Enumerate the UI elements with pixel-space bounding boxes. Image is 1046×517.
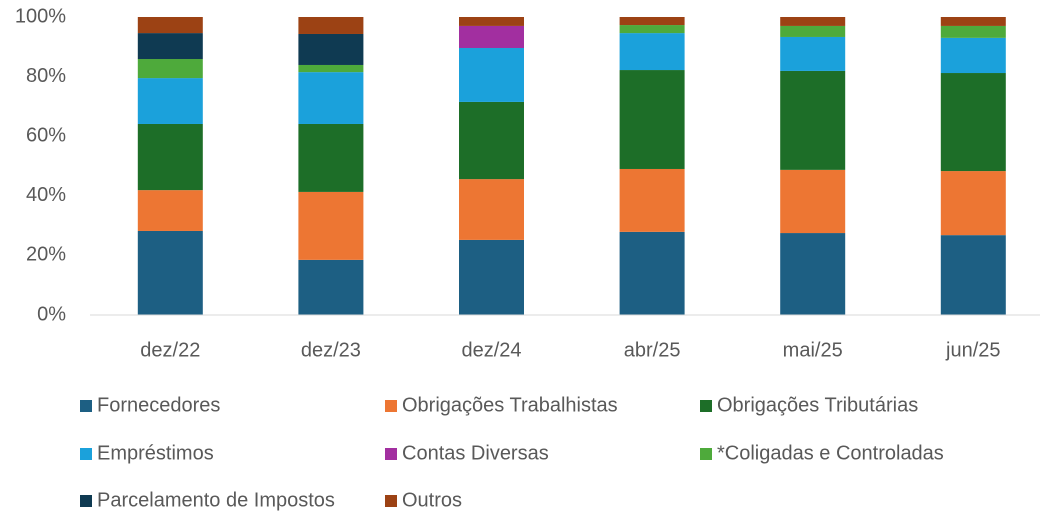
bar-segment [298,64,364,73]
bar-segment [780,169,846,234]
x-tick-label: dez/23 [301,339,361,361]
bar-segment [298,123,364,192]
x-tick-label: jun/25 [945,339,1001,361]
x-tick-label: mai/25 [783,339,843,361]
bar-segment [940,235,1006,315]
bar-segment [298,259,364,315]
bar-segment [940,73,1006,172]
bar-segment [940,37,1006,74]
bar-segment [780,25,846,37]
bar-segment [780,17,846,26]
bar-segment [137,59,203,79]
y-tick-label: 60% [26,124,66,146]
legend-label: Parcelamento de Impostos [97,489,335,511]
bar-segment [619,25,685,34]
legend-swatch [385,400,397,412]
bar-segment [780,70,846,170]
legend-label: Empréstimos [97,442,214,464]
y-tick-label: 80% [26,65,66,87]
bar-segment [780,36,846,71]
legend-label: Obrigações Trabalhistas [402,394,618,416]
bar-segment [137,230,203,315]
bar-segment [298,72,364,124]
bar-segment [619,17,685,26]
legend-swatch [700,400,712,412]
legend-label: Obrigações Tributárias [717,394,918,416]
bar-segment [619,231,685,315]
x-tick-label: dez/24 [461,339,521,361]
bar-segment [780,233,846,315]
legend-swatch [385,495,397,507]
bar-segment [459,101,524,180]
legend-swatch [80,448,92,460]
bar-segment [459,239,524,315]
bar-segment [459,25,524,48]
legend-swatch [385,448,397,460]
bar-segment [137,78,203,124]
bar-segment [940,171,1006,236]
bar-segment [298,33,364,65]
x-tick-label: abr/25 [624,339,681,361]
bar-segment [619,70,685,169]
bar-segment [137,190,203,231]
legend-label: Contas Diversas [402,442,549,464]
y-tick-label: 100% [15,5,66,27]
bar-segment [619,33,685,71]
y-tick-label: 40% [26,184,66,206]
bar-segment [459,179,524,240]
bar-segment [298,17,364,34]
bar-segment [459,47,524,102]
x-tick-label: dez/22 [140,339,200,361]
bar-segment [459,17,524,26]
legend-swatch [700,448,712,460]
bar-segment [137,123,203,191]
legend-label: *Coligadas e Controladas [717,442,944,464]
bar-segment [298,191,364,260]
legend-swatch [80,400,92,412]
legend-label: Outros [402,489,462,511]
bar-segment [137,33,203,60]
y-tick-label: 0% [37,303,66,325]
bar-segment [137,17,203,34]
legend-label: Fornecedores [97,394,220,416]
bar-segment [619,168,685,232]
y-tick-label: 20% [26,244,66,266]
bar-segment [940,25,1006,38]
bar-segment [940,17,1006,26]
legend-swatch [80,495,92,507]
